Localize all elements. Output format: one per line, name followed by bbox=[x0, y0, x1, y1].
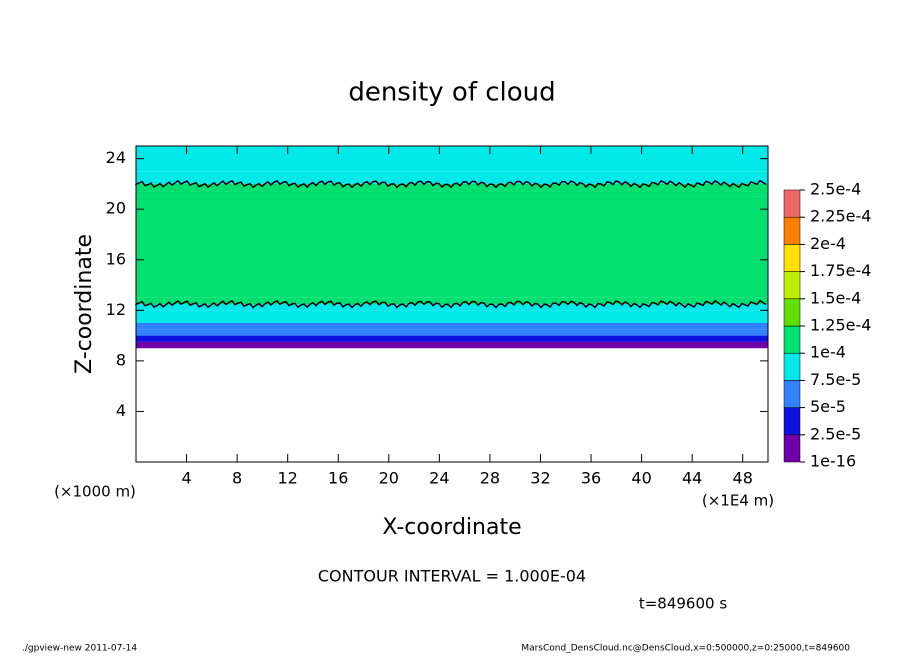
colorbar-label: 2.5e-4 bbox=[810, 180, 861, 199]
density-band bbox=[136, 335, 768, 342]
x-tick-label: 28 bbox=[480, 469, 500, 488]
chart-title: density of cloud bbox=[348, 78, 555, 108]
plot-frame bbox=[135, 145, 769, 463]
colorbar-swatch bbox=[783, 352, 801, 381]
colorbar-swatch bbox=[783, 407, 801, 436]
y-tick-label: 16 bbox=[106, 249, 126, 268]
x-tick-label: 8 bbox=[232, 469, 242, 488]
x-tick-label: 4 bbox=[181, 469, 191, 488]
y-tick-label: 20 bbox=[106, 199, 126, 218]
colorbar-label: 1.25e-4 bbox=[810, 316, 871, 335]
colorbar-swatch bbox=[783, 434, 801, 463]
x-tick-label: 16 bbox=[328, 469, 348, 488]
density-band bbox=[136, 196, 768, 298]
x-tick-label: 24 bbox=[429, 469, 449, 488]
contour-note: CONTOUR INTERVAL = 1.000E-04 bbox=[318, 567, 586, 586]
y-tick-label: 4 bbox=[116, 401, 126, 420]
x-tick-label: 32 bbox=[530, 469, 550, 488]
x-axis-label: X-coordinate bbox=[382, 515, 521, 540]
density-band bbox=[136, 171, 768, 184]
footer-left: ./gpview-new 2011-07-14 bbox=[22, 644, 137, 654]
y-tick-label: 8 bbox=[116, 350, 126, 369]
colorbar-label: 2.25e-4 bbox=[810, 207, 871, 226]
colorbar-swatch bbox=[783, 298, 801, 327]
colorbar-label: 1e-4 bbox=[810, 343, 846, 362]
colorbar-label: 1e-16 bbox=[810, 452, 856, 471]
x-tick-label: 12 bbox=[278, 469, 298, 488]
time-label: t=849600 s bbox=[639, 595, 727, 613]
y-unit: (×1000 m) bbox=[54, 483, 136, 501]
density-band bbox=[136, 341, 768, 349]
x-tick-label: 36 bbox=[581, 469, 601, 488]
colorbar-swatch bbox=[783, 380, 801, 408]
contour-line bbox=[135, 179, 767, 189]
x-tick-label: 40 bbox=[631, 469, 651, 488]
y-axis-label: Z-coordinate bbox=[72, 234, 97, 374]
footer-right: MarsCond_DensCloud.nc@DensCloud,x=0:5000… bbox=[521, 644, 850, 654]
density-band bbox=[136, 322, 768, 330]
y-tick-label: 12 bbox=[106, 300, 126, 319]
colorbar-label: 1.5e-4 bbox=[810, 288, 861, 307]
contour-line bbox=[135, 299, 767, 309]
colorbar-swatch bbox=[783, 216, 801, 245]
colorbar-label: 1.75e-4 bbox=[810, 261, 871, 280]
colorbar-swatch bbox=[783, 325, 801, 354]
colorbar-swatch bbox=[783, 244, 801, 272]
x-tick-label: 20 bbox=[379, 469, 399, 488]
colorbar-swatch bbox=[783, 189, 801, 218]
density-band bbox=[136, 310, 768, 323]
colorbar-label: 7.5e-5 bbox=[810, 370, 861, 389]
density-band bbox=[136, 146, 768, 172]
colorbar-label: 2e-4 bbox=[810, 234, 846, 253]
density-band bbox=[136, 329, 768, 336]
x-unit: (×1E4 m) bbox=[702, 492, 774, 510]
x-tick-label: 44 bbox=[682, 469, 702, 488]
density-band bbox=[136, 183, 768, 197]
colorbar-label: 2.5e-5 bbox=[810, 424, 861, 443]
density-band bbox=[136, 297, 768, 304]
colorbar-swatch bbox=[783, 271, 801, 300]
x-tick-label: 48 bbox=[733, 469, 753, 488]
y-tick-label: 24 bbox=[106, 148, 126, 167]
colorbar-label: 5e-5 bbox=[810, 397, 846, 416]
